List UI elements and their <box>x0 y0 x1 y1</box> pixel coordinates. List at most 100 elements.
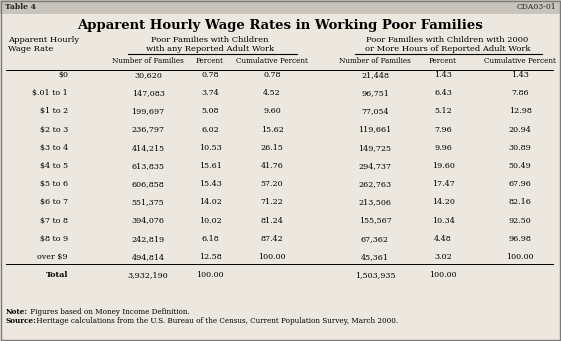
Text: 12.98: 12.98 <box>509 107 531 115</box>
Text: 4.52: 4.52 <box>263 89 281 97</box>
Text: 15.61: 15.61 <box>199 162 222 170</box>
Text: 0.78: 0.78 <box>201 71 219 79</box>
Text: 71.22: 71.22 <box>260 198 283 206</box>
Text: 57.20: 57.20 <box>261 180 283 188</box>
Text: 5.12: 5.12 <box>434 107 452 115</box>
Text: over $9: over $9 <box>38 253 68 261</box>
Text: 1.43: 1.43 <box>434 71 452 79</box>
Text: 92.50: 92.50 <box>509 217 531 225</box>
Text: Percent: Percent <box>429 57 457 65</box>
Text: 3,932,190: 3,932,190 <box>127 271 168 279</box>
Text: 15.43: 15.43 <box>199 180 222 188</box>
Text: 9.96: 9.96 <box>434 144 452 152</box>
Text: 77,054: 77,054 <box>361 107 389 115</box>
Text: CDA03-01: CDA03-01 <box>516 3 556 11</box>
Text: 10.53: 10.53 <box>199 144 222 152</box>
Text: 82.16: 82.16 <box>509 198 531 206</box>
Text: $7 to 8: $7 to 8 <box>40 217 68 225</box>
Text: 14.02: 14.02 <box>199 198 222 206</box>
Text: 17.47: 17.47 <box>431 180 454 188</box>
Text: 6.18: 6.18 <box>201 235 219 243</box>
Text: 213,506: 213,506 <box>358 198 392 206</box>
Text: 12.58: 12.58 <box>199 253 222 261</box>
Text: $2 to 3: $2 to 3 <box>40 125 68 134</box>
Text: Cumulative Percent: Cumulative Percent <box>484 57 556 65</box>
Text: Note:: Note: <box>6 308 28 316</box>
Text: 262,763: 262,763 <box>358 180 392 188</box>
Text: 494,814: 494,814 <box>131 253 164 261</box>
Text: 6.02: 6.02 <box>201 125 219 134</box>
Text: 6.43: 6.43 <box>434 89 452 97</box>
Text: Total: Total <box>45 271 68 279</box>
Text: 4.48: 4.48 <box>434 235 452 243</box>
Text: 199,697: 199,697 <box>131 107 164 115</box>
Text: 7.86: 7.86 <box>511 89 529 97</box>
Text: 414,215: 414,215 <box>131 144 164 152</box>
Text: 242,819: 242,819 <box>131 235 164 243</box>
Text: 67.96: 67.96 <box>509 180 531 188</box>
Text: 67,362: 67,362 <box>361 235 389 243</box>
Text: 96,751: 96,751 <box>361 89 389 97</box>
Text: $4 to 5: $4 to 5 <box>40 162 68 170</box>
Text: 10.02: 10.02 <box>199 217 222 225</box>
Text: 1,503,935: 1,503,935 <box>355 271 396 279</box>
Text: Cumulative Percent: Cumulative Percent <box>236 57 308 65</box>
Text: 155,567: 155,567 <box>358 217 392 225</box>
Text: Poor Families with Children with 2000: Poor Families with Children with 2000 <box>366 36 528 44</box>
Text: Number of Families: Number of Families <box>112 57 184 65</box>
Text: 21,448: 21,448 <box>361 71 389 79</box>
Text: 26.15: 26.15 <box>260 144 283 152</box>
Text: 100.00: 100.00 <box>506 253 534 261</box>
Text: $0: $0 <box>58 71 68 79</box>
Bar <box>0 0 561 14</box>
Text: 7.96: 7.96 <box>434 125 452 134</box>
Text: 3.02: 3.02 <box>434 253 452 261</box>
Text: 149,725: 149,725 <box>358 144 392 152</box>
Text: $8 to 9: $8 to 9 <box>40 235 68 243</box>
Text: 41.76: 41.76 <box>260 162 283 170</box>
Text: 0.78: 0.78 <box>263 71 280 79</box>
Text: 50.49: 50.49 <box>509 162 531 170</box>
Text: $5 to 6: $5 to 6 <box>40 180 68 188</box>
Text: 294,737: 294,737 <box>358 162 392 170</box>
Text: Figures based on Money Income Definition.: Figures based on Money Income Definition… <box>28 308 190 316</box>
Text: 15.62: 15.62 <box>260 125 283 134</box>
Text: 3.74: 3.74 <box>201 89 219 97</box>
Text: 119,661: 119,661 <box>358 125 392 134</box>
Text: Apparent Hourly Wage Rates in Working Poor Families: Apparent Hourly Wage Rates in Working Po… <box>77 19 483 32</box>
Text: Table 4: Table 4 <box>5 3 36 11</box>
Text: Source:: Source: <box>6 317 37 325</box>
Text: Heritage calculations from the U.S. Bureau of the Census, Current Population Sur: Heritage calculations from the U.S. Bure… <box>34 317 398 325</box>
Text: or More Hours of Reported Adult Work: or More Hours of Reported Adult Work <box>365 45 530 53</box>
Text: $6 to 7: $6 to 7 <box>40 198 68 206</box>
Text: 5.08: 5.08 <box>201 107 219 115</box>
Text: Percent: Percent <box>196 57 224 65</box>
Text: 87.42: 87.42 <box>261 235 283 243</box>
Text: 45,361: 45,361 <box>361 253 389 261</box>
Text: 236,797: 236,797 <box>131 125 164 134</box>
Text: 613,835: 613,835 <box>131 162 164 170</box>
Text: 96.98: 96.98 <box>509 235 531 243</box>
Text: $.01 to 1: $.01 to 1 <box>32 89 68 97</box>
Text: Apparent Hourly: Apparent Hourly <box>8 36 79 44</box>
Text: 394,076: 394,076 <box>131 217 164 225</box>
Text: 14.20: 14.20 <box>431 198 454 206</box>
Text: Poor Families with Children: Poor Families with Children <box>151 36 269 44</box>
Text: Wage Rate: Wage Rate <box>8 45 53 53</box>
Text: 100.00: 100.00 <box>196 271 224 279</box>
Text: 10.34: 10.34 <box>431 217 454 225</box>
Text: 19.60: 19.60 <box>431 162 454 170</box>
Text: 606,858: 606,858 <box>132 180 164 188</box>
Text: 1.43: 1.43 <box>511 71 529 79</box>
Text: 147,083: 147,083 <box>132 89 164 97</box>
Text: 30,620: 30,620 <box>134 71 162 79</box>
Text: with any Reported Adult Work: with any Reported Adult Work <box>146 45 274 53</box>
Text: 100.00: 100.00 <box>429 271 457 279</box>
Text: 81.24: 81.24 <box>260 217 283 225</box>
Text: Number of Families: Number of Families <box>339 57 411 65</box>
Text: $3 to 4: $3 to 4 <box>40 144 68 152</box>
Text: 30.89: 30.89 <box>509 144 531 152</box>
Text: 9.60: 9.60 <box>263 107 281 115</box>
Text: 20.94: 20.94 <box>509 125 531 134</box>
Text: 100.00: 100.00 <box>258 253 286 261</box>
